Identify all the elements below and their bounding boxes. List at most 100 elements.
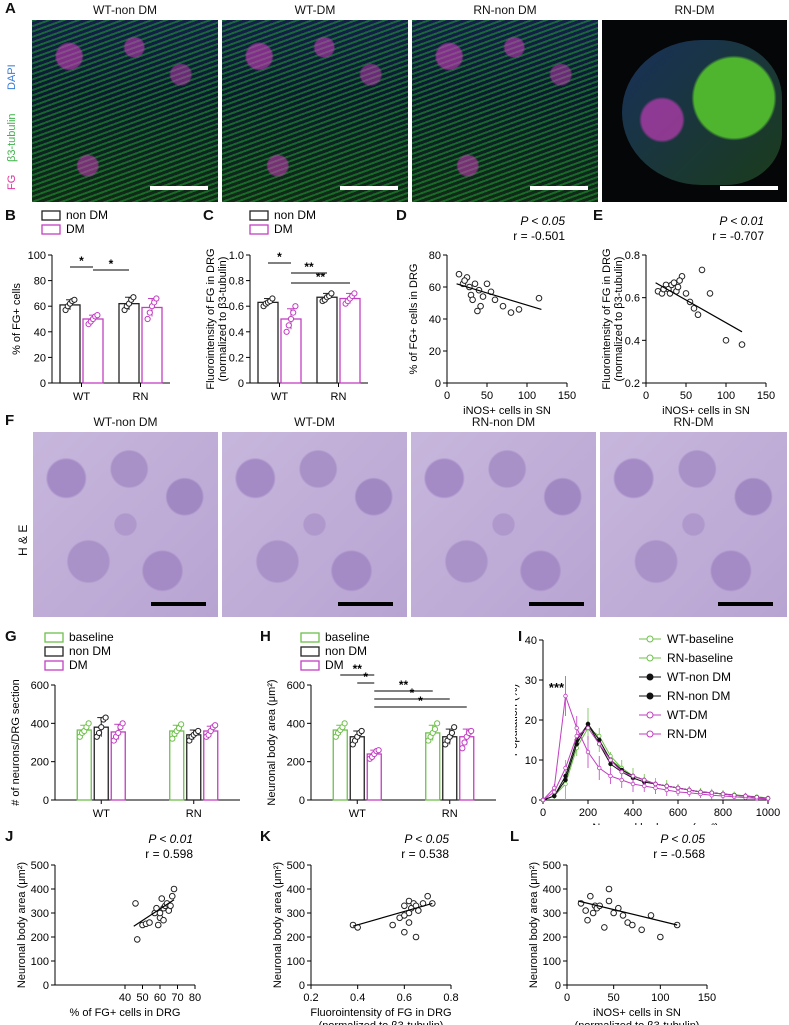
data-point: [605, 885, 613, 893]
data-point: [358, 727, 365, 735]
legend-swatch: [249, 210, 269, 221]
data-point: [608, 773, 613, 779]
bar: [118, 302, 140, 384]
regression-line: [133, 899, 175, 927]
x-tick-label: 50: [608, 992, 620, 1004]
panel-label-e: E: [593, 207, 604, 224]
y-axis-label-2: (normalized to β3-tubulin): [613, 257, 625, 382]
y-axis-label: Fluorointensity of FG in DRG: [205, 248, 217, 389]
x-axis-label: iNOS+ cells in SN: [463, 405, 551, 417]
data-point: [146, 919, 153, 926]
data-point: [552, 789, 557, 795]
legend-label: WT-baseline: [667, 632, 734, 646]
data-point: [765, 796, 771, 801]
data-point: [605, 897, 613, 905]
data-point: [499, 302, 507, 310]
x-axis-label: iNOS+ cells in SN: [593, 1007, 681, 1019]
legend-marker: [646, 692, 654, 700]
panel-f-title-1: WT-non DM: [93, 415, 158, 429]
chart-g: 0 200 400 600 # of neurons/DRG section WT RN ba…: [10, 630, 240, 820]
y-axis-label: % of FG+ cells: [11, 283, 23, 355]
regression-line: [578, 900, 678, 926]
legend-label: DM: [69, 658, 88, 672]
significance-label: *: [418, 694, 423, 708]
legend-marker: [646, 635, 654, 643]
x-tick-label: 400: [624, 807, 642, 819]
data-point: [94, 312, 101, 319]
panel-label-a: A: [5, 0, 16, 17]
data-point: [630, 773, 636, 779]
data-point: [574, 733, 579, 739]
chart-h: 0 200 400 600 Neuronal body area (μm²) WT RN ba…: [266, 630, 496, 820]
y-tick-label: 300: [543, 908, 561, 920]
y-axis-label: Neuronal body area (μm²): [266, 679, 278, 805]
data-point: [95, 729, 103, 737]
x-tick-label: 0.4: [350, 992, 365, 1004]
legend-swatch: [41, 224, 61, 235]
data-point: [160, 916, 167, 924]
y-tick-label: 600: [287, 680, 305, 692]
data-point: [563, 765, 568, 771]
data-point: [389, 921, 396, 929]
y-tick-label: 0: [40, 378, 46, 390]
y-tick-label: 80: [429, 250, 441, 262]
y-tick-label: 100: [31, 956, 49, 968]
data-point: [619, 912, 627, 919]
data-point: [694, 311, 702, 319]
data-point: [722, 337, 730, 344]
data-point: [709, 790, 714, 795]
data-point: [168, 892, 176, 900]
legend-swatch: [44, 646, 64, 657]
data-point: [738, 341, 746, 348]
y-tick-label: 200: [543, 932, 561, 944]
x-tick-label: 0: [540, 807, 546, 819]
y-tick-label: 0: [531, 795, 537, 807]
panel-f-title-3: RN-non DM: [471, 415, 536, 429]
legend-label: WT-DM: [667, 708, 708, 722]
data-point: [448, 729, 456, 737]
p-value: P < 0.05: [660, 832, 705, 846]
data-point: [477, 302, 484, 310]
data-point: [619, 777, 624, 783]
y-tick-label: 0: [299, 795, 305, 807]
panel-a-title-2: WT-DM: [294, 3, 336, 17]
data-point: [292, 303, 299, 310]
data-point: [132, 900, 139, 907]
legend-label: non DM: [66, 208, 108, 222]
legend-swatch: [44, 660, 64, 671]
y-tick-label: 400: [31, 718, 49, 730]
data-point: [563, 693, 568, 699]
panel-a-channel-labels: FG β3-tubulin DAPI: [6, 64, 26, 191]
legend-swatch: [300, 632, 320, 643]
x-tick-label: 150: [698, 992, 716, 1004]
panel-f-title-4: RN-DM: [673, 415, 714, 429]
he-wt-non-dm: [33, 432, 218, 617]
data-point: [585, 725, 591, 731]
channel-fg-label: FG: [6, 174, 18, 190]
data-point: [483, 280, 491, 288]
significance-label: *: [410, 686, 415, 700]
significance-label: *: [79, 254, 84, 268]
data-point: [647, 912, 655, 919]
y-tick-label: 0: [299, 980, 305, 992]
bar: [82, 318, 104, 384]
y-tick-label: 20: [429, 346, 441, 358]
data-point: [574, 741, 579, 747]
data-point: [610, 909, 617, 917]
scale-bar: [150, 186, 208, 190]
y-tick-label: 500: [543, 860, 561, 872]
data-point: [102, 714, 109, 721]
y-tick-label: 100: [28, 250, 46, 262]
chart-c: 0 0.2 0.4 0.6 0.8 1.0 Fluorointensity of FG in…: [205, 208, 368, 403]
x-tick-label: 60: [154, 992, 166, 1004]
data-point: [468, 727, 475, 735]
data-point: [115, 729, 122, 737]
he-rn-dm: [600, 432, 787, 617]
legend-label: DM: [274, 222, 293, 236]
x-tick-label: WT: [73, 391, 90, 403]
x-tick-label: 0.6: [397, 992, 412, 1004]
panel-label-j: J: [5, 828, 14, 845]
data-point: [119, 720, 126, 727]
